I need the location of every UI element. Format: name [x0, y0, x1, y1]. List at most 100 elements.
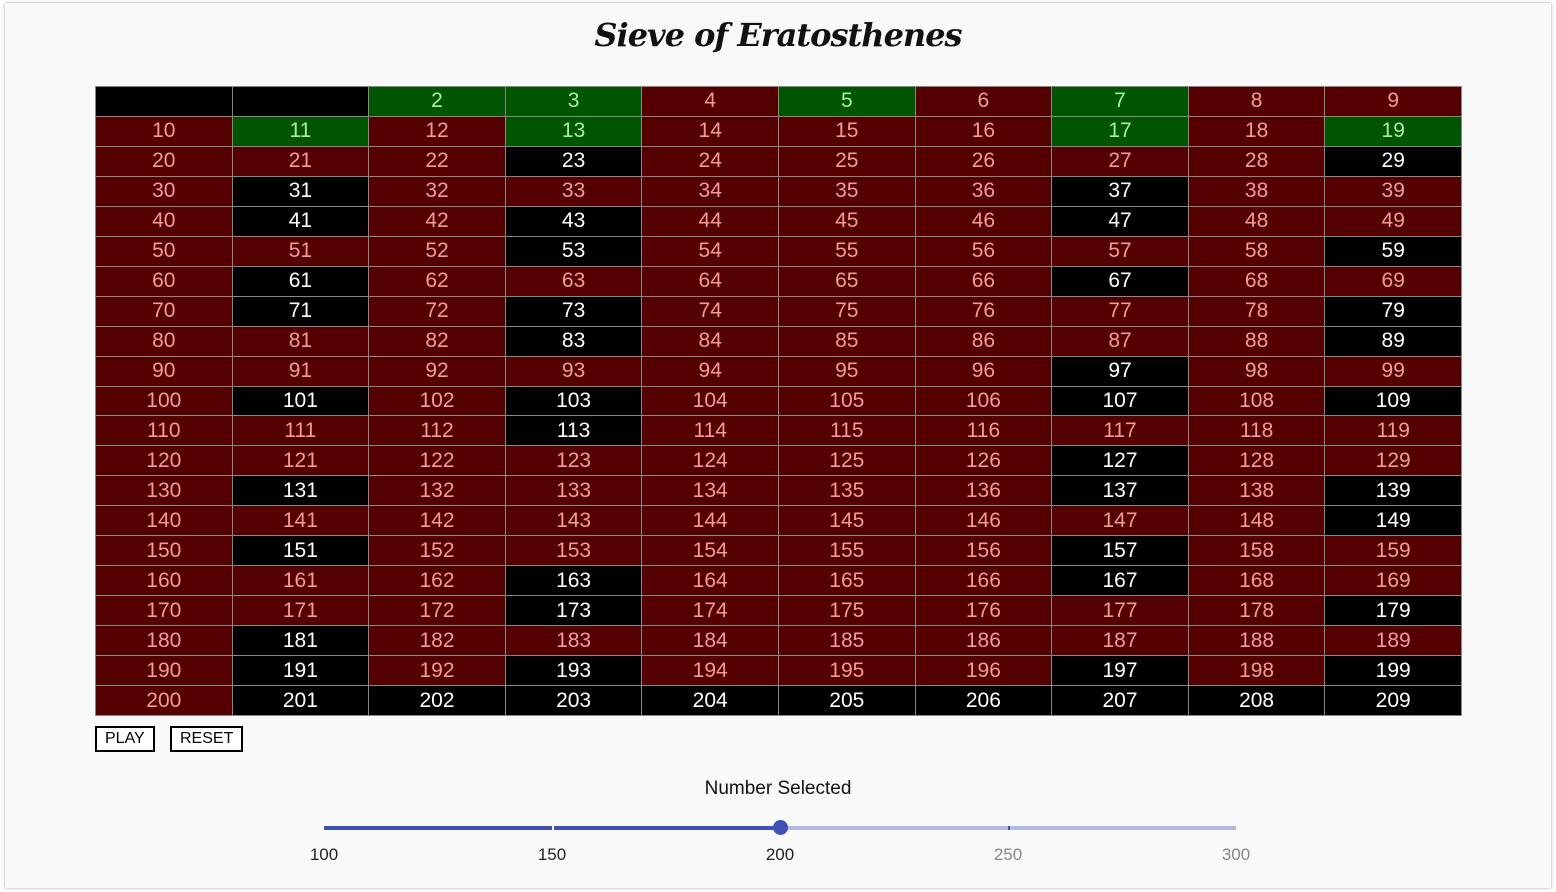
- reset-button[interactable]: RESET: [170, 726, 244, 752]
- grid-cell-139: 139: [1325, 476, 1461, 506]
- grid-cell-52: 52: [369, 236, 505, 266]
- grid-cell-3: 3: [505, 87, 642, 116]
- grid-cell-62: 62: [369, 266, 505, 296]
- play-button[interactable]: PLAY: [95, 726, 155, 752]
- grid-cell-161: 161: [232, 566, 369, 596]
- grid-cell-206: 206: [915, 686, 1052, 715]
- grid-cell-2: 2: [369, 87, 505, 116]
- grid-cell-30: 30: [96, 176, 232, 206]
- grid-cell-76: 76: [915, 296, 1052, 326]
- slider-tick: [1008, 826, 1010, 830]
- grid-cell-196: 196: [915, 656, 1052, 686]
- grid-cell-90: 90: [96, 356, 232, 386]
- grid-cell-87: 87: [1052, 326, 1188, 356]
- grid-cell-18: 18: [1188, 116, 1325, 146]
- grid-cell-99: 99: [1325, 356, 1461, 386]
- grid-cell-154: 154: [642, 536, 778, 566]
- grid-cell-77: 77: [1052, 296, 1188, 326]
- grid-cell-105: 105: [779, 386, 915, 416]
- grid-cell-138: 138: [1188, 476, 1325, 506]
- grid-cell-5: 5: [779, 87, 915, 116]
- grid-cell-188: 188: [1188, 626, 1325, 656]
- grid-cell-160: 160: [96, 566, 232, 596]
- grid-cell-192: 192: [369, 656, 505, 686]
- slider-label: Number Selected: [704, 778, 852, 799]
- grid-cell-130: 130: [96, 476, 232, 506]
- grid-cell-81: 81: [232, 326, 369, 356]
- grid-cell-70: 70: [96, 296, 232, 326]
- grid-cell-96: 96: [915, 356, 1052, 386]
- grid-cell-120: 120: [96, 446, 232, 476]
- grid-cell-170: 170: [96, 596, 232, 626]
- grid-cell-195: 195: [779, 656, 915, 686]
- grid-cell-184: 184: [642, 626, 778, 656]
- grid-cell-127: 127: [1052, 446, 1188, 476]
- grid-cell-101: 101: [232, 386, 369, 416]
- grid-cell-84: 84: [642, 326, 778, 356]
- grid-cell-149: 149: [1325, 506, 1461, 536]
- grid-cell-11: 11: [232, 116, 369, 146]
- grid-cell-61: 61: [232, 266, 369, 296]
- grid-cell-33: 33: [505, 176, 642, 206]
- grid-cell-106: 106: [915, 386, 1052, 416]
- grid-cell-187: 187: [1052, 626, 1188, 656]
- grid-cell-159: 159: [1325, 536, 1461, 566]
- grid-cell-17: 17: [1052, 116, 1188, 146]
- grid-cell-140: 140: [96, 506, 232, 536]
- grid-cell-21: 21: [232, 146, 369, 176]
- grid-cell-114: 114: [642, 416, 778, 446]
- grid-cell-146: 146: [915, 506, 1052, 536]
- grid-cell-182: 182: [369, 626, 505, 656]
- grid-cell-193: 193: [505, 656, 642, 686]
- grid-cell-71: 71: [232, 296, 369, 326]
- grid-cell-181: 181: [232, 626, 369, 656]
- grid-cell-152: 152: [369, 536, 505, 566]
- grid-cell-148: 148: [1188, 506, 1325, 536]
- grid-cell-163: 163: [505, 566, 642, 596]
- grid-cell-103: 103: [505, 386, 642, 416]
- grid-cell-135: 135: [779, 476, 915, 506]
- grid-cell-79: 79: [1325, 296, 1461, 326]
- grid-cell-23: 23: [505, 146, 642, 176]
- grid-cell-136: 136: [915, 476, 1052, 506]
- grid-cell-168: 168: [1188, 566, 1325, 596]
- grid-cell-190: 190: [96, 656, 232, 686]
- grid-cell-67: 67: [1052, 266, 1188, 296]
- grid-cell-177: 177: [1052, 596, 1188, 626]
- grid-cell-113: 113: [505, 416, 642, 446]
- slider-thumb[interactable]: [773, 820, 788, 835]
- grid-cell-24: 24: [642, 146, 778, 176]
- grid-cell-16: 16: [915, 116, 1052, 146]
- grid-cell-98: 98: [1188, 356, 1325, 386]
- slider-mark-label: 200: [765, 845, 795, 864]
- grid-cell-131: 131: [232, 476, 369, 506]
- grid-cell-29: 29: [1325, 146, 1461, 176]
- grid-cell-49: 49: [1325, 206, 1461, 236]
- grid-cell-151: 151: [232, 536, 369, 566]
- grid-cell-46: 46: [915, 206, 1052, 236]
- grid-cell-40: 40: [96, 206, 232, 236]
- grid-cell-91: 91: [232, 356, 369, 386]
- grid-cell-93: 93: [505, 356, 642, 386]
- slider-mark-label: 250: [993, 845, 1023, 864]
- grid-cell-158: 158: [1188, 536, 1325, 566]
- grid-cell-147: 147: [1052, 506, 1188, 536]
- grid-cell-197: 197: [1052, 656, 1188, 686]
- grid-cell-97: 97: [1052, 356, 1188, 386]
- grid-cell-64: 64: [642, 266, 778, 296]
- grid-cell-43: 43: [505, 206, 642, 236]
- grid-cell-121: 121: [232, 446, 369, 476]
- grid-cell-110: 110: [96, 416, 232, 446]
- grid-cell-0: [96, 87, 232, 116]
- grid-cell-20: 20: [96, 146, 232, 176]
- grid-cell-157: 157: [1052, 536, 1188, 566]
- slider-mark-label: 150: [537, 845, 567, 864]
- grid-cell-171: 171: [232, 596, 369, 626]
- grid-cell-26: 26: [915, 146, 1052, 176]
- slider-mark-label: 100: [309, 845, 339, 864]
- grid-cell-174: 174: [642, 596, 778, 626]
- grid-cell-25: 25: [779, 146, 915, 176]
- grid-cell-12: 12: [369, 116, 505, 146]
- grid-cell-208: 208: [1188, 686, 1325, 715]
- grid-cell-143: 143: [505, 506, 642, 536]
